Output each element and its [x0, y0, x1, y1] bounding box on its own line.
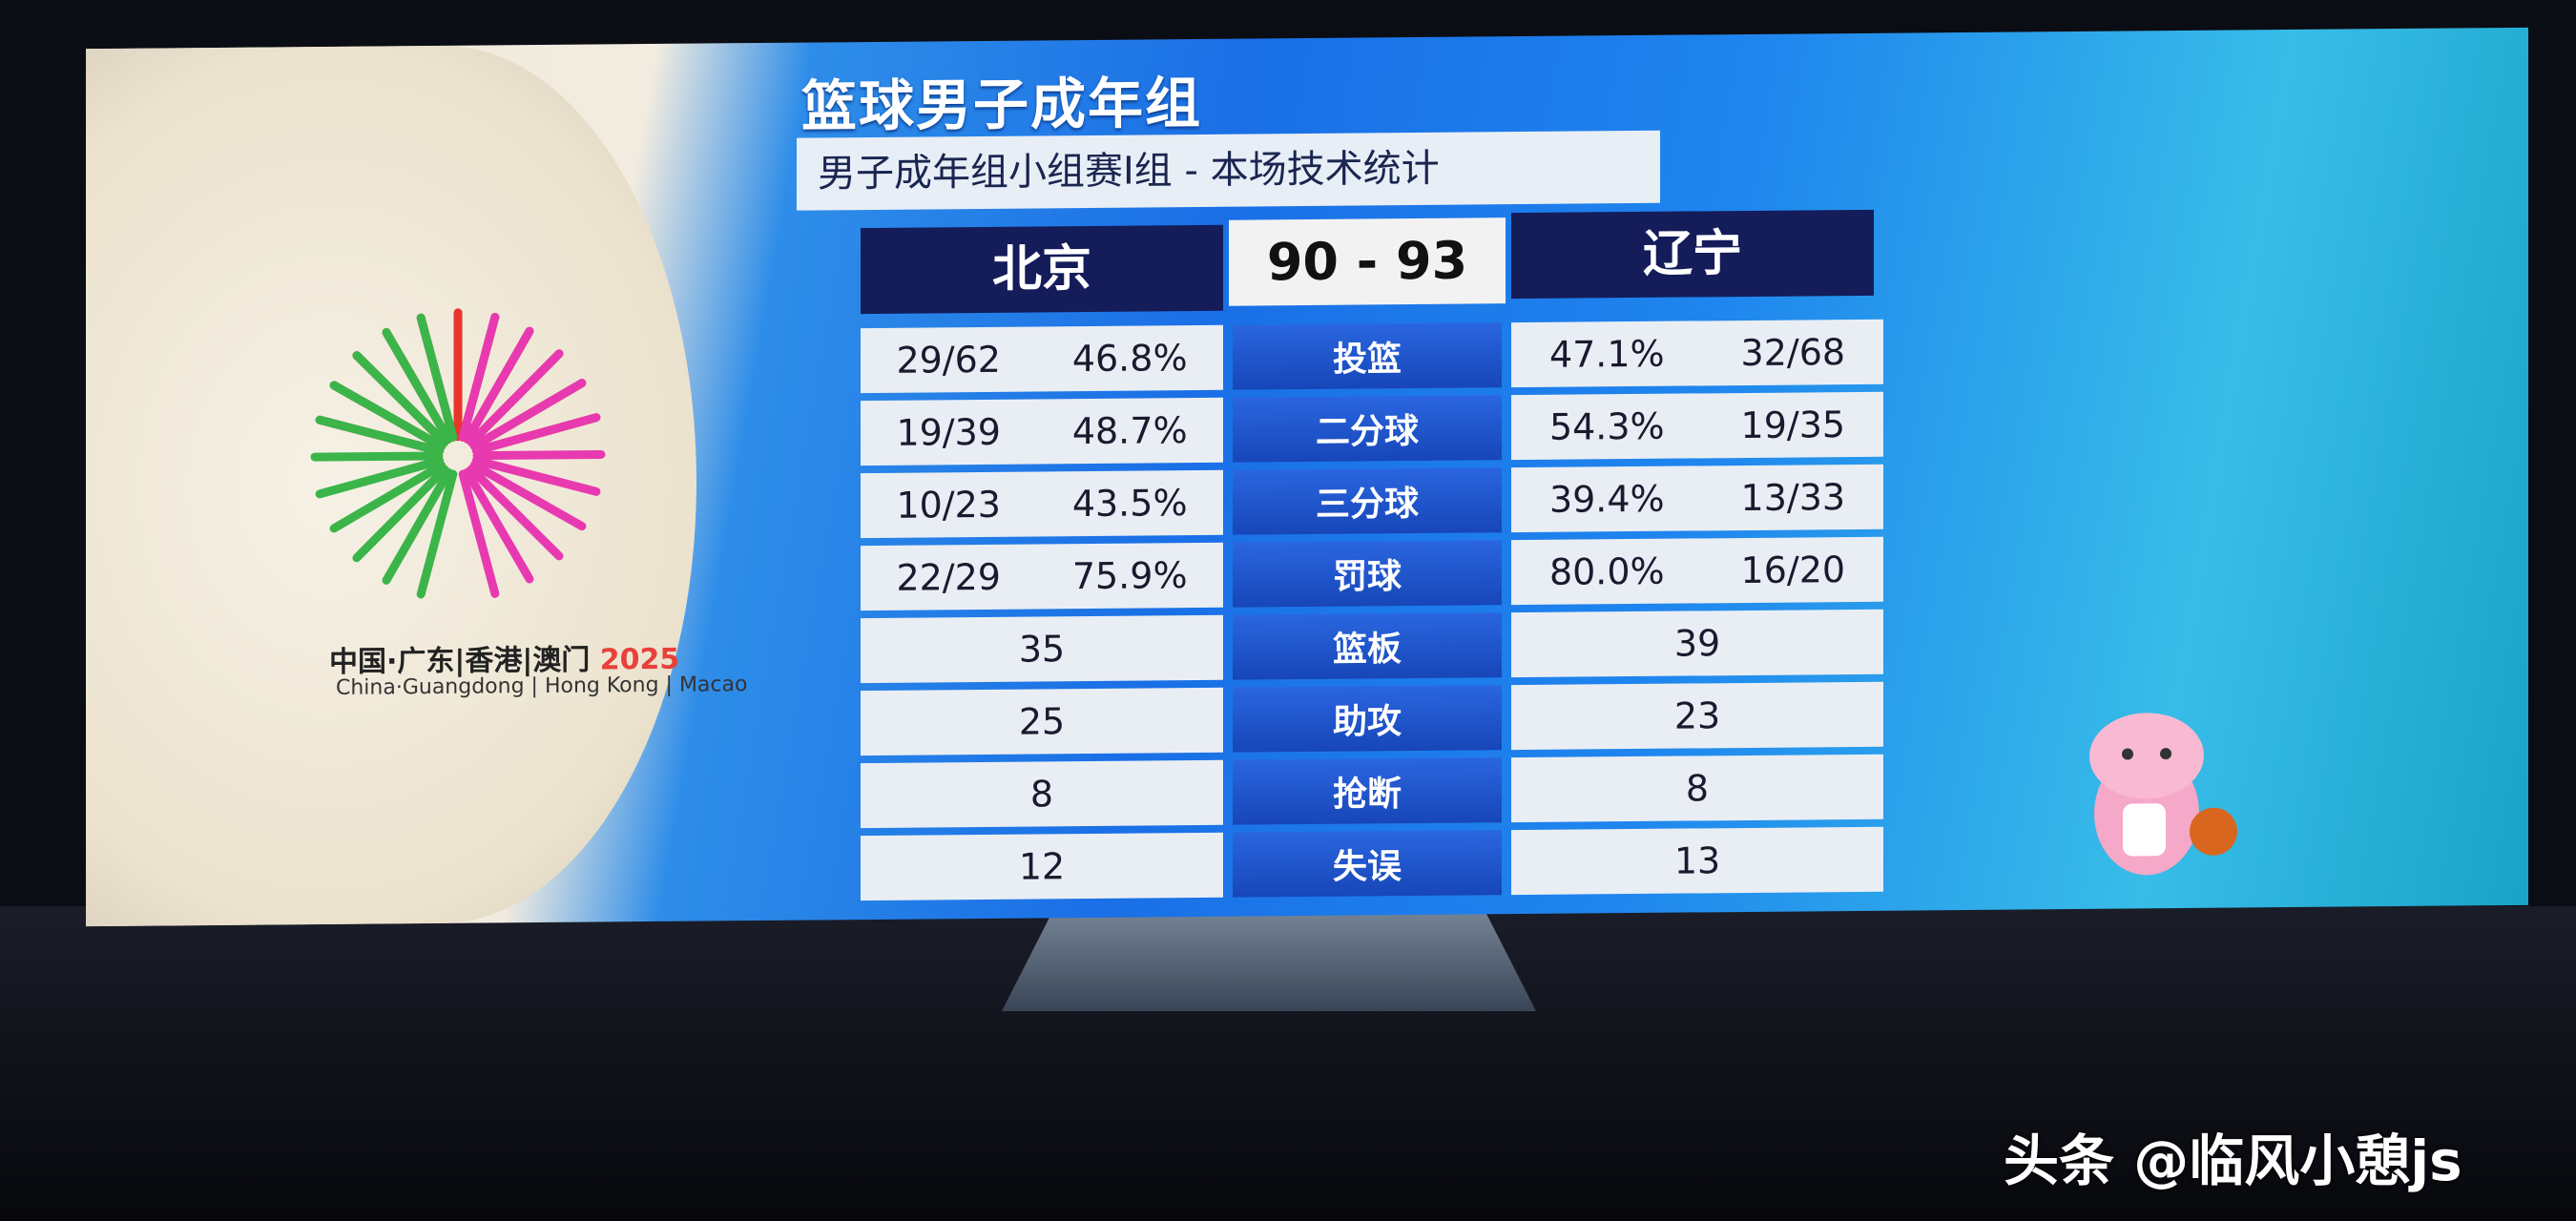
home-stat-cell: 29/62 46.8%	[861, 324, 1223, 394]
away-stat-cell: 39.4% 13/33	[1511, 464, 1883, 533]
home-stat-value: 25	[1018, 700, 1066, 743]
home-stat-cell: 10/23 43.5%	[861, 469, 1223, 539]
stat-label: 三分球	[1233, 467, 1502, 535]
stat-label: 投篮	[1233, 322, 1502, 390]
away-stat-value: 23	[1673, 694, 1721, 737]
away-stat-cell: 8	[1511, 754, 1883, 823]
games-logo-icon	[310, 308, 606, 599]
away-stat-value: 8	[1685, 767, 1710, 810]
home-stat-value: 22/29	[896, 555, 1001, 599]
stat-label: 助攻	[1233, 685, 1502, 753]
logo-petal	[463, 326, 534, 444]
logo-text-en: China·Guangdong | Hong Kong | Macao	[336, 673, 748, 700]
away-stat-cell: 47.1% 32/68	[1511, 319, 1883, 388]
home-stat-cell: 35	[861, 614, 1223, 684]
page-title: 篮球男子成年组	[801, 70, 1203, 139]
logo-petal	[458, 469, 500, 598]
home-stat-value: 29/62	[896, 338, 1001, 382]
home-stat-cell: 19/39 48.7%	[861, 397, 1223, 466]
logo-petal	[315, 415, 445, 456]
logo-petal	[469, 379, 587, 451]
away-stat-value: 39	[1673, 622, 1721, 665]
home-stat-cell: 12	[861, 832, 1223, 901]
home-stat-value: 46.8%	[1071, 337, 1188, 381]
home-stat-value: 75.9%	[1071, 554, 1188, 598]
stat-label: 罚球	[1233, 540, 1502, 608]
home-stat-value: 10/23	[896, 483, 1001, 527]
away-stat-value: 16/20	[1740, 548, 1846, 592]
logo-petal	[315, 456, 445, 499]
logo-petal	[416, 313, 458, 442]
home-stat-value: 19/39	[896, 410, 1001, 454]
home-stat-cell: 8	[861, 759, 1223, 829]
away-stat-value: 19/35	[1740, 404, 1846, 447]
away-stat-value: 80.0%	[1548, 549, 1665, 593]
logo-petal	[458, 313, 500, 442]
logo-petal	[471, 413, 601, 455]
logo-petal	[469, 461, 587, 531]
court	[1002, 906, 1536, 1011]
logo-petal	[382, 328, 453, 445]
subtitle-bar: 男子成年组小组赛I组 - 本场技术统计	[797, 130, 1660, 211]
stat-label: 篮板	[1233, 612, 1502, 680]
away-team-name: 辽宁	[1511, 209, 1874, 300]
away-stat-cell: 54.3% 19/35	[1511, 391, 1883, 461]
away-stat-cell: 80.0% 16/20	[1511, 536, 1883, 606]
away-stat-value: 47.1%	[1548, 332, 1665, 376]
logo-petal	[310, 451, 444, 462]
logo-petal	[472, 449, 606, 461]
away-stat-value: 39.4%	[1548, 477, 1665, 521]
home-team-name: 北京	[861, 224, 1223, 315]
scoreboard-screen: 中国·广东|香港|澳门 2025 China·Guangdong | Hong …	[86, 27, 2528, 927]
stat-label: 失误	[1233, 830, 1502, 898]
logo-petal	[416, 469, 458, 599]
home-stat-cell: 25	[861, 687, 1223, 756]
home-stat-value: 35	[1018, 628, 1066, 671]
logo-petal	[471, 456, 601, 496]
logo-petal	[467, 349, 564, 447]
watermark: 头条 @临风小憩js	[2004, 1128, 2462, 1193]
away-stat-value: 13	[1673, 839, 1721, 882]
home-stat-cell: 22/29 75.9%	[861, 542, 1223, 611]
away-stat-cell: 13	[1511, 826, 1883, 896]
logo-petal	[382, 467, 453, 585]
stat-label: 二分球	[1233, 395, 1502, 463]
home-stat-value: 43.5%	[1071, 482, 1188, 526]
home-stat-value: 48.7%	[1071, 409, 1188, 453]
away-stat-value: 32/68	[1740, 331, 1846, 375]
logo-petal	[352, 351, 449, 447]
logo-petal	[329, 461, 447, 533]
logo-petal	[329, 381, 447, 451]
logo-petal	[467, 465, 564, 561]
home-stat-value: 8	[1029, 773, 1054, 816]
away-stat-value: 54.3%	[1548, 404, 1665, 448]
logo-petal	[463, 467, 534, 584]
score: 90 - 93	[1229, 217, 1506, 306]
away-stat-cell: 39	[1511, 609, 1883, 678]
logo-petal	[352, 465, 449, 563]
mascot-icon	[2089, 713, 2237, 876]
home-stat-value: 12	[1018, 845, 1066, 888]
stat-label: 抢断	[1233, 757, 1502, 825]
away-stat-cell: 23	[1511, 681, 1883, 751]
away-stat-value: 13/33	[1740, 476, 1846, 520]
